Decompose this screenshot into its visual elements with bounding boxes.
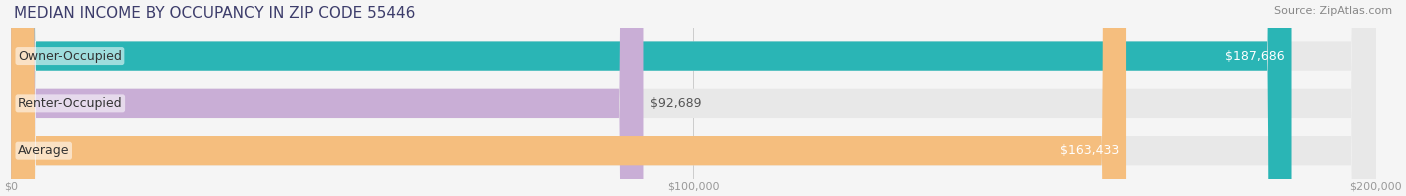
FancyBboxPatch shape bbox=[11, 0, 1375, 196]
Text: $163,433: $163,433 bbox=[1060, 144, 1119, 157]
FancyBboxPatch shape bbox=[11, 0, 1126, 196]
Text: MEDIAN INCOME BY OCCUPANCY IN ZIP CODE 55446: MEDIAN INCOME BY OCCUPANCY IN ZIP CODE 5… bbox=[14, 6, 415, 21]
FancyBboxPatch shape bbox=[11, 0, 1292, 196]
Text: Owner-Occupied: Owner-Occupied bbox=[18, 50, 122, 63]
FancyBboxPatch shape bbox=[11, 0, 1375, 196]
FancyBboxPatch shape bbox=[11, 0, 644, 196]
Text: $92,689: $92,689 bbox=[651, 97, 702, 110]
FancyBboxPatch shape bbox=[11, 0, 1375, 196]
Text: Average: Average bbox=[18, 144, 69, 157]
Text: $187,686: $187,686 bbox=[1225, 50, 1285, 63]
Text: Source: ZipAtlas.com: Source: ZipAtlas.com bbox=[1274, 6, 1392, 16]
Text: Renter-Occupied: Renter-Occupied bbox=[18, 97, 122, 110]
